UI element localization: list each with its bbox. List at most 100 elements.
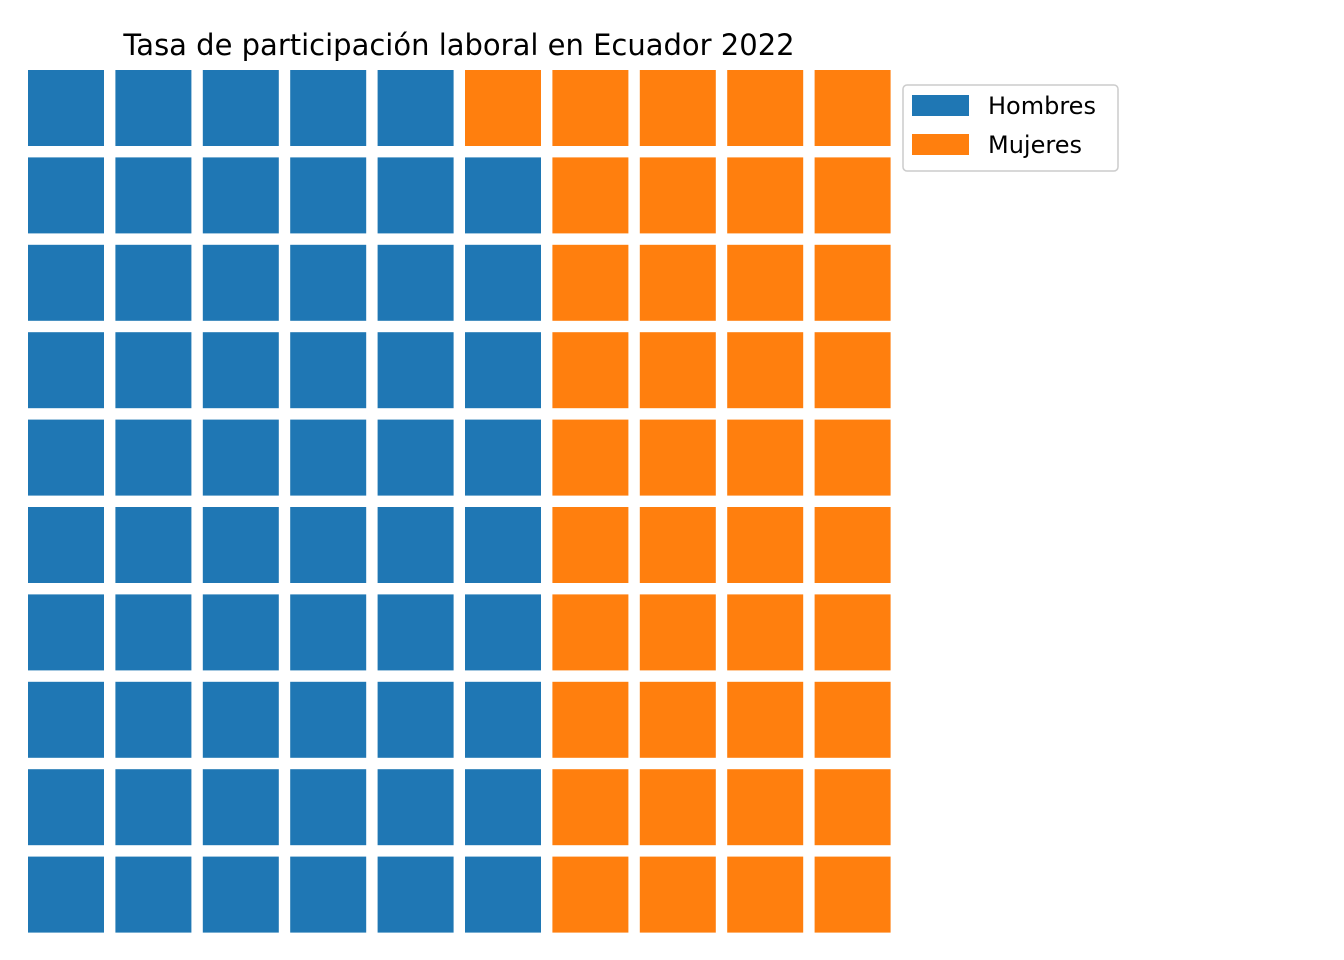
waffle-square-mujeres — [639, 681, 716, 758]
waffle-square-hombres — [202, 507, 279, 583]
waffle-square-hombres — [28, 332, 104, 409]
waffle-square-mujeres — [552, 419, 629, 496]
waffle-square-hombres — [28, 769, 104, 846]
waffle-square-hombres — [377, 244, 454, 321]
waffle-square-hombres — [465, 856, 541, 933]
waffle-square-mujeres — [639, 594, 716, 671]
waffle-square-mujeres — [814, 419, 891, 496]
legend: Hombres Mujeres — [902, 84, 1119, 172]
waffle-square-mujeres — [727, 244, 804, 321]
waffle-square-hombres — [465, 244, 541, 321]
waffle-square-mujeres — [552, 681, 629, 758]
waffle-square-hombres — [28, 70, 104, 146]
waffle-square-hombres — [115, 332, 192, 409]
waffle-square-mujeres — [552, 507, 629, 583]
waffle-square-hombres — [115, 507, 192, 583]
waffle-square-mujeres — [465, 70, 541, 146]
waffle-square-mujeres — [814, 507, 891, 583]
waffle-square-hombres — [28, 157, 104, 234]
waffle-square-hombres — [290, 157, 367, 234]
waffle-square-mujeres — [552, 70, 629, 146]
waffle-square-hombres — [290, 244, 367, 321]
legend-swatch-mujeres — [912, 134, 969, 155]
waffle-square-hombres — [28, 419, 104, 496]
waffle-square-hombres — [377, 769, 454, 846]
waffle-square-mujeres — [639, 244, 716, 321]
waffle-square-mujeres — [727, 419, 804, 496]
waffle-square-hombres — [115, 681, 192, 758]
waffle-square-mujeres — [639, 507, 716, 583]
waffle-square-hombres — [377, 157, 454, 234]
waffle-square-hombres — [290, 681, 367, 758]
legend-swatch-hombres — [912, 95, 969, 116]
waffle-square-hombres — [115, 70, 192, 146]
waffle-square-hombres — [28, 507, 104, 583]
waffle-square-hombres — [115, 594, 192, 671]
legend-label-hombres: Hombres — [988, 92, 1096, 120]
waffle-square-mujeres — [814, 332, 891, 409]
waffle-square-hombres — [377, 681, 454, 758]
waffle-square-hombres — [202, 856, 279, 933]
waffle-square-hombres — [465, 332, 541, 409]
waffle-square-mujeres — [552, 332, 629, 409]
waffle-square-hombres — [202, 157, 279, 234]
waffle-square-hombres — [115, 244, 192, 321]
waffle-square-hombres — [28, 594, 104, 671]
waffle-square-hombres — [465, 507, 541, 583]
waffle-square-hombres — [290, 419, 367, 496]
waffle-square-hombres — [377, 419, 454, 496]
waffle-square-hombres — [290, 856, 367, 933]
waffle-square-hombres — [115, 769, 192, 846]
waffle-square-mujeres — [639, 769, 716, 846]
waffle-square-hombres — [290, 507, 367, 583]
waffle-square-mujeres — [727, 594, 804, 671]
waffle-square-mujeres — [814, 70, 891, 146]
waffle-square-mujeres — [727, 769, 804, 846]
waffle-square-mujeres — [727, 507, 804, 583]
waffle-square-hombres — [465, 157, 541, 234]
waffle-square-mujeres — [639, 157, 716, 234]
waffle-square-hombres — [202, 70, 279, 146]
waffle-square-hombres — [465, 594, 541, 671]
waffle-square-hombres — [202, 769, 279, 846]
waffle-square-hombres — [115, 856, 192, 933]
waffle-square-mujeres — [552, 769, 629, 846]
waffle-square-hombres — [465, 681, 541, 758]
waffle-square-hombres — [377, 70, 454, 146]
waffle-square-hombres — [377, 594, 454, 671]
waffle-square-mujeres — [727, 332, 804, 409]
waffle-square-mujeres — [727, 157, 804, 234]
waffle-square-mujeres — [552, 157, 629, 234]
waffle-square-hombres — [290, 594, 367, 671]
waffle-square-hombres — [290, 769, 367, 846]
waffle-square-hombres — [290, 70, 367, 146]
waffle-square-mujeres — [552, 244, 629, 321]
waffle-square-hombres — [290, 332, 367, 409]
legend-entries: Hombres Mujeres — [912, 92, 1096, 159]
waffle-square-hombres — [377, 507, 454, 583]
waffle-square-mujeres — [814, 244, 891, 321]
waffle-square-hombres — [377, 332, 454, 409]
waffle-square-mujeres — [814, 157, 891, 234]
waffle-square-hombres — [202, 594, 279, 671]
waffle-square-hombres — [465, 419, 541, 496]
waffle-square-hombres — [115, 419, 192, 496]
waffle-square-hombres — [465, 769, 541, 846]
waffle-square-mujeres — [639, 856, 716, 933]
waffle-square-hombres — [202, 419, 279, 496]
waffle-square-mujeres — [727, 70, 804, 146]
waffle-square-mujeres — [639, 70, 716, 146]
waffle-square-mujeres — [639, 419, 716, 496]
waffle-square-mujeres — [814, 681, 891, 758]
waffle-square-hombres — [202, 244, 279, 321]
waffle-square-hombres — [202, 332, 279, 409]
waffle-square-mujeres — [814, 594, 891, 671]
legend-label-mujeres: Mujeres — [988, 131, 1082, 159]
waffle-square-hombres — [28, 681, 104, 758]
waffle-square-hombres — [115, 157, 192, 234]
waffle-square-hombres — [202, 681, 279, 758]
waffle-square-mujeres — [552, 594, 629, 671]
chart-title: Tasa de participación laboral en Ecuador… — [122, 28, 794, 62]
waffle-square-mujeres — [814, 769, 891, 846]
